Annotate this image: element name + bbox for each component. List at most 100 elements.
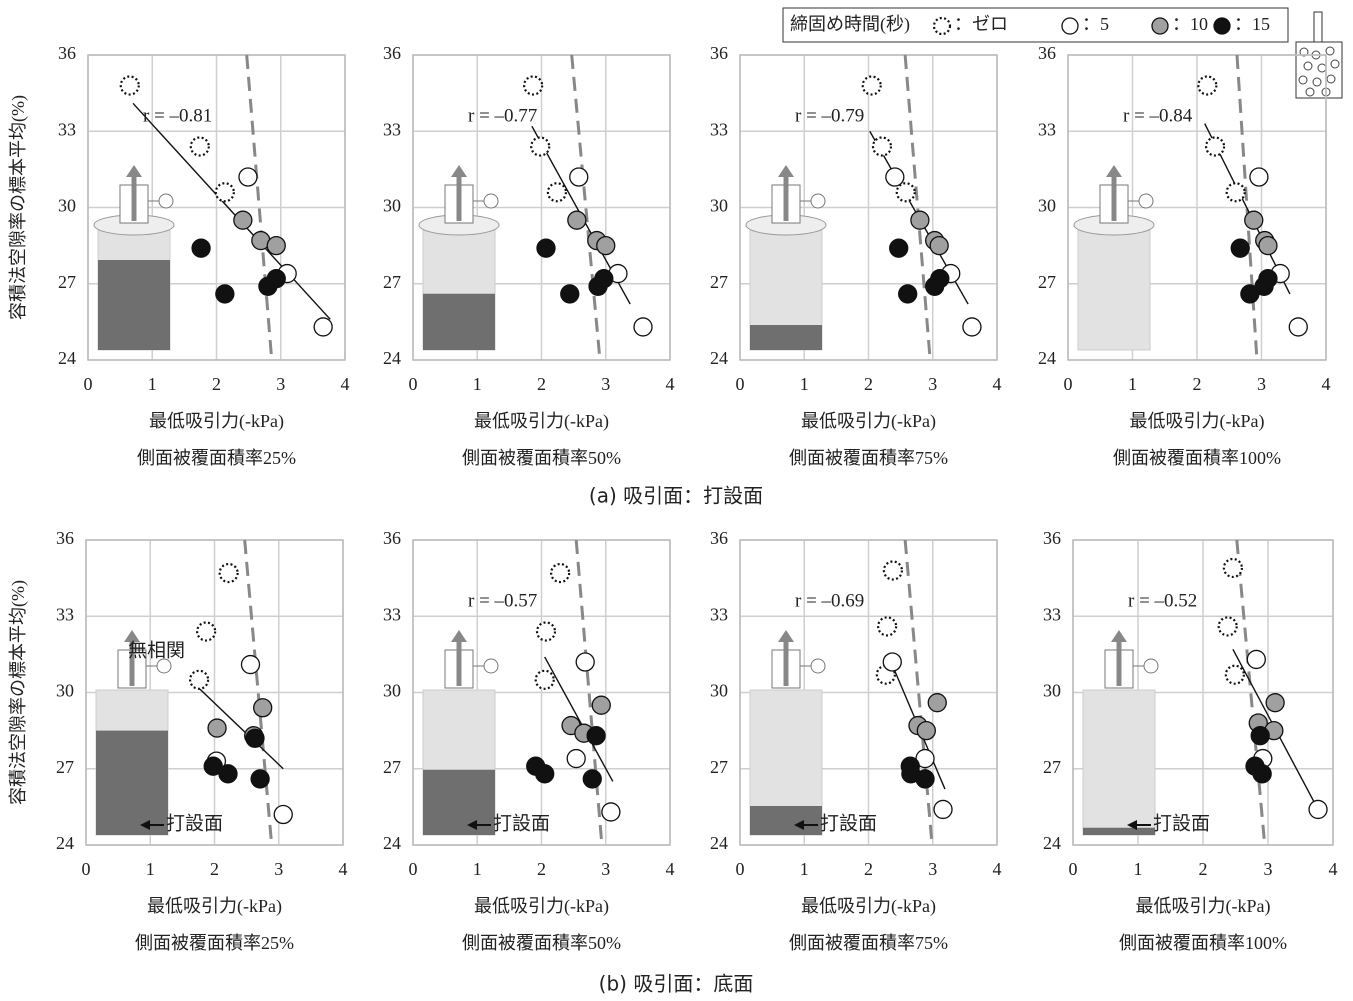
x-tick-label: 4 <box>993 859 1002 879</box>
y-tick-label: 24 <box>56 833 74 853</box>
data-point <box>917 722 935 740</box>
data-point <box>192 239 210 257</box>
y-tick-label: 36 <box>58 43 76 63</box>
y-tick-label: 27 <box>56 757 74 777</box>
data-point <box>274 806 292 824</box>
x-tick-label: 4 <box>339 859 348 879</box>
subtitle: 側面被覆面積率75% <box>789 933 948 953</box>
data-point <box>567 750 585 768</box>
x-tick-label: 3 <box>601 374 610 394</box>
data-point <box>873 138 891 156</box>
x-tick-label: 2 <box>1193 374 1202 394</box>
subtitle: 側面被覆面積率25% <box>137 448 296 468</box>
x-axis-label: 最低吸引力(-kPa) <box>474 896 609 917</box>
data-point <box>963 318 981 336</box>
x-tick-label: 1 <box>148 374 157 394</box>
y-tick-label: 36 <box>1038 43 1056 63</box>
x-tick-label: 0 <box>82 859 91 879</box>
x-axis-label: 最低吸引力(-kPa) <box>474 411 609 432</box>
x-tick-label: 4 <box>341 374 350 394</box>
x-tick-label: 3 <box>928 374 937 394</box>
gauge <box>159 194 173 208</box>
suction-arrow-head <box>126 165 142 177</box>
data-point <box>208 719 226 737</box>
y-tick-label: 27 <box>383 757 401 777</box>
legend-title: 締固め時間(秒) <box>790 14 910 35</box>
data-point <box>587 727 605 745</box>
x-tick-label: 3 <box>276 374 285 394</box>
x-tick-label: 0 <box>84 374 93 394</box>
data-point <box>314 318 332 336</box>
y-tick-label: 30 <box>710 681 728 701</box>
x-tick-label: 1 <box>800 859 809 879</box>
specimen-fill <box>1083 828 1155 835</box>
y-tick-label: 24 <box>58 348 76 368</box>
data-point <box>634 318 652 336</box>
legend-label: ：10 <box>1172 14 1208 34</box>
specimen-illustration <box>419 165 499 350</box>
y-tick-label: 30 <box>1043 681 1061 701</box>
data-point <box>592 696 610 714</box>
legend-label: ：ゼロ <box>954 14 1008 34</box>
data-point <box>191 138 209 156</box>
y-tick-label: 36 <box>383 43 401 63</box>
y-axis-label: 容積法空隙率の標本平均(%) <box>8 95 29 320</box>
y-tick-label: 27 <box>58 272 76 292</box>
specimen-illustration <box>94 165 174 350</box>
data-point <box>121 77 139 95</box>
x-axis-label: 最低吸引力(-kPa) <box>1130 411 1265 432</box>
data-point <box>246 729 264 747</box>
data-point <box>241 656 259 674</box>
data-point <box>602 803 620 821</box>
x-tick-label: 2 <box>212 374 221 394</box>
marker-label: 打設面 <box>1153 812 1210 834</box>
marker-label: 打設面 <box>493 812 550 834</box>
legend-marker <box>934 18 950 34</box>
data-point <box>899 285 917 303</box>
x-tick-label: 2 <box>1199 859 1208 879</box>
specimen-illustration <box>746 165 826 350</box>
data-point <box>597 237 615 255</box>
y-tick-label: 36 <box>56 528 74 548</box>
y-tick-label: 24 <box>1038 348 1056 368</box>
specimen-body <box>1083 690 1155 835</box>
x-tick-label: 2 <box>537 859 546 879</box>
data-point <box>1266 694 1284 712</box>
data-point <box>234 211 252 229</box>
marker-label: 打設面 <box>166 812 223 834</box>
data-point <box>551 564 569 582</box>
data-point <box>219 765 237 783</box>
annotation: r = –0.77 <box>468 105 537 126</box>
x-axis-label: 最低吸引力(-kPa) <box>801 896 936 917</box>
y-tick-label: 36 <box>710 528 728 548</box>
x-tick-label: 4 <box>666 859 675 879</box>
data-point <box>886 168 904 186</box>
specimen-illustration <box>423 630 498 835</box>
data-point <box>1245 211 1263 229</box>
gauge <box>1139 194 1153 208</box>
x-tick-label: 0 <box>1064 374 1073 394</box>
gauge <box>484 194 498 208</box>
legend-label: ：5 <box>1082 14 1109 34</box>
x-tick-label: 1 <box>473 374 482 394</box>
section-caption: (b) 吸引面：底面 <box>599 972 754 996</box>
y-tick-label: 27 <box>1043 757 1061 777</box>
data-point <box>536 671 554 689</box>
y-tick-label: 33 <box>383 119 401 139</box>
x-tick-label: 0 <box>736 374 745 394</box>
specimen-fill <box>750 806 822 835</box>
data-point <box>1247 650 1265 668</box>
data-point <box>884 562 902 580</box>
specimen-fill <box>423 294 495 350</box>
data-point <box>1259 270 1277 288</box>
suction-arrow-head <box>1106 165 1122 177</box>
y-tick-label: 30 <box>383 681 401 701</box>
subtitle: 側面被覆面積率100% <box>1119 933 1287 953</box>
specimen-fill <box>98 260 170 350</box>
data-point <box>930 237 948 255</box>
specimen-illustration <box>1083 630 1158 835</box>
y-tick-label: 30 <box>710 196 728 216</box>
y-tick-label: 24 <box>710 833 728 853</box>
data-point <box>1226 666 1244 684</box>
data-point <box>916 770 934 788</box>
